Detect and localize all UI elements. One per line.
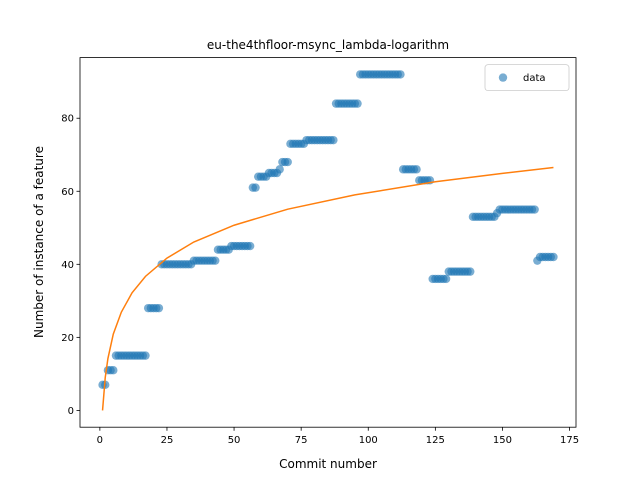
data-point	[211, 256, 220, 265]
chart-title: eu-the4thfloor-msync_lambda-logarithm	[207, 38, 449, 52]
data-point	[466, 267, 475, 276]
y-tick-label: 0	[68, 406, 74, 417]
x-tick-label: 0	[97, 435, 103, 446]
data-point	[530, 205, 539, 214]
data-point	[441, 274, 451, 284]
data-point	[412, 165, 421, 174]
fit-line	[101, 166, 554, 411]
legend-marker	[498, 73, 508, 82]
x-tick-label: 125	[426, 435, 445, 446]
y-tick-label: 60	[61, 187, 74, 198]
data-point	[329, 135, 338, 145]
x-tick-label: 25	[161, 435, 174, 446]
legend-label: data	[523, 73, 546, 84]
y-tick-label: 80	[61, 114, 74, 125]
x-axis-label: Commit number	[279, 457, 377, 471]
data-point	[109, 366, 118, 375]
data-point	[251, 183, 260, 192]
data-point	[549, 252, 558, 262]
x-tick-label: 175	[560, 435, 579, 446]
data-point	[275, 165, 284, 174]
x-tick-label: 150	[493, 435, 512, 446]
plot-frame	[79, 57, 577, 428]
legend-box	[484, 64, 570, 91]
x-tick-label: 75	[295, 435, 308, 446]
data-point	[283, 157, 292, 167]
y-axis-label: Number of instance of a feature	[32, 146, 46, 338]
data-point	[245, 241, 255, 251]
data-point	[154, 303, 164, 313]
y-tick-label: 40	[61, 260, 74, 271]
y-tick-label: 20	[61, 333, 74, 344]
x-tick-label: 100	[359, 435, 378, 446]
data-point	[396, 70, 405, 79]
data-point	[141, 351, 150, 360]
x-tick-label: 50	[228, 435, 241, 446]
data-point	[353, 99, 362, 108]
